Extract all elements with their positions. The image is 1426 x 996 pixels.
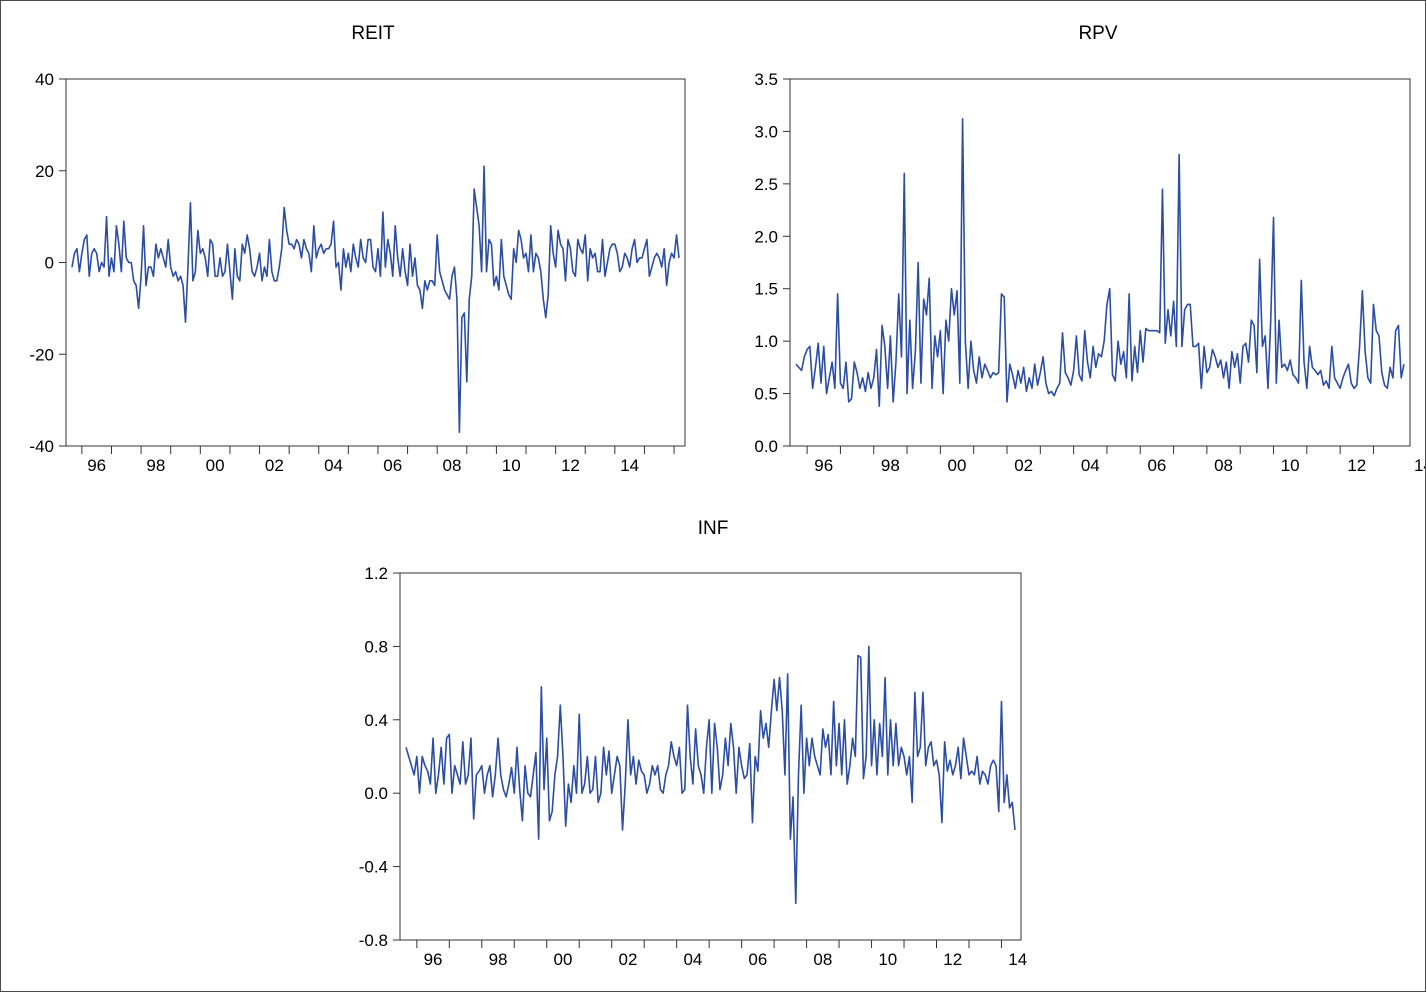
x-tick-label-inf: 96 [424,950,443,969]
chart-panel-inf: INF 1.2 0.8 0.4 0.0 -0.4 -0.8 96 98 00 02 04 06 08 10 1… [359,518,1027,969]
y-tick-label-rpv: 1.0 [754,332,778,351]
x-tick-label-inf: 10 [878,950,897,969]
chart-title-inf: INF [698,518,729,539]
y-tick-label-reit: 20 [35,162,54,181]
x-tick-label-rpv: 04 [1081,456,1100,475]
plot-area-rpv [789,78,1411,447]
x-tick-label-inf: 14 [1008,950,1027,969]
series-line-inf [405,645,1016,905]
y-tick-label-rpv: 1.5 [754,280,778,299]
y-tick-label-inf: -0.8 [359,931,388,950]
chart-panel-rpv: RPV 3.5 3.0 2.5 2.0 1.5 1.0 0.5 0.0 96 98 00 02 04 06 0… [754,23,1426,475]
y-tick-label-reit: -20 [29,345,54,364]
x-tick-label-rpv: 98 [881,456,900,475]
x-tick-label-inf: 06 [748,950,767,969]
x-tick-label-rpv: 00 [948,456,967,475]
y-tick-label-reit: -40 [29,437,54,456]
x-tick-label-inf: 12 [943,950,962,969]
x-tick-label-reit: 96 [87,456,106,475]
y-tick-label-rpv: 3.0 [754,122,778,141]
x-tick-label-inf: 00 [554,950,573,969]
x-tick-label-reit: 10 [502,456,521,475]
series-line-rpv [795,118,1405,407]
x-tick-label-inf: 04 [683,950,702,969]
y-tick-label-rpv: 3.5 [754,70,778,89]
y-tick-label-rpv: 0.0 [754,437,778,456]
y-tick-label-rpv: 2.0 [754,227,778,246]
x-tick-label-reit: 08 [443,456,462,475]
plot-area-inf [399,572,1022,941]
plot-area-reit [65,78,686,447]
chart-title-reit: REIT [351,23,395,44]
x-tick-label-reit: 00 [206,456,225,475]
x-tick-label-rpv: 02 [1014,456,1033,475]
x-tick-label-rpv: 14 [1414,456,1425,475]
x-tick-label-reit: 06 [383,456,402,475]
x-tick-label-inf: 08 [813,950,832,969]
y-tick-label-inf: -0.4 [359,858,388,877]
y-tick-label-reit: 40 [35,70,54,89]
series-line-reit [71,165,680,434]
y-tick-label-inf: 0.4 [364,711,388,730]
x-tick-label-rpv: 10 [1281,456,1300,475]
y-tick-label-inf: 1.2 [364,564,388,583]
chart-panel-reit: REIT 40 20 0 -20 -40 96 98 00 02 04 06 08 10 12 14 [29,23,686,475]
y-tick-label-inf: 0.8 [364,637,388,656]
x-tick-label-reit: 04 [324,456,343,475]
x-tick-label-rpv: 08 [1214,456,1233,475]
x-tick-label-reit: 12 [561,456,580,475]
y-tick-label-rpv: 0.5 [754,385,778,404]
x-tick-label-inf: 98 [489,950,508,969]
x-tick-label-inf: 02 [618,950,637,969]
x-tick-label-reit: 02 [265,456,284,475]
chart-title-rpv: RPV [1078,23,1117,44]
x-tick-label-rpv: 06 [1147,456,1166,475]
x-tick-label-reit: 14 [620,456,639,475]
x-tick-label-rpv: 96 [814,456,833,475]
y-tick-label-reit: 0 [45,254,54,273]
x-tick-label-reit: 98 [146,456,165,475]
y-tick-label-inf: 0.0 [364,784,388,803]
y-tick-label-rpv: 2.5 [754,175,778,194]
x-tick-label-rpv: 12 [1347,456,1366,475]
